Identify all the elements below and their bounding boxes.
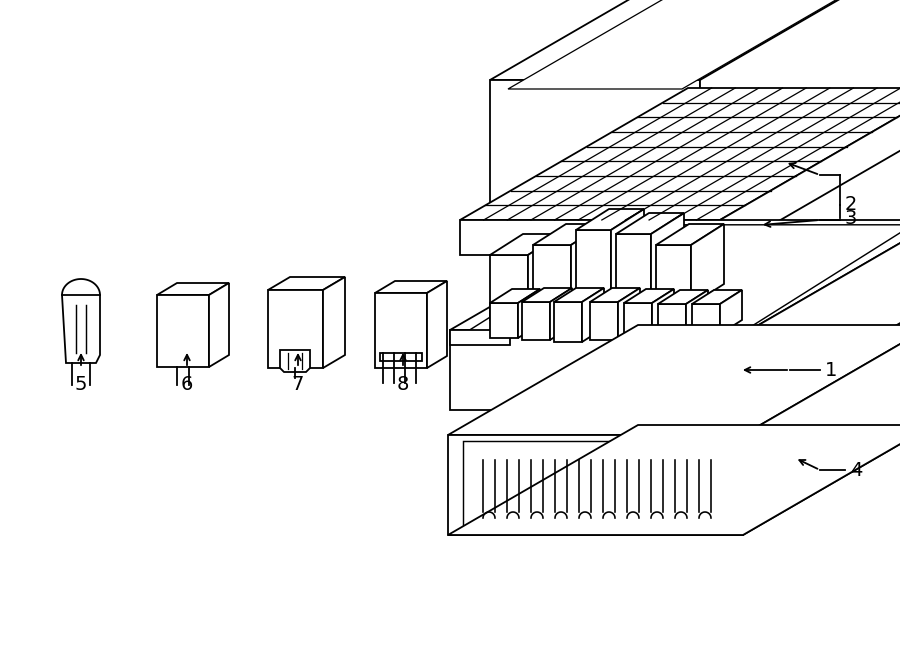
Polygon shape xyxy=(450,330,510,345)
Polygon shape xyxy=(448,325,900,435)
Polygon shape xyxy=(692,290,742,304)
Polygon shape xyxy=(550,288,572,340)
Polygon shape xyxy=(528,234,561,320)
Polygon shape xyxy=(624,303,652,338)
Polygon shape xyxy=(692,304,720,334)
Polygon shape xyxy=(590,288,640,302)
Polygon shape xyxy=(490,80,700,210)
Text: 1: 1 xyxy=(825,360,837,379)
Polygon shape xyxy=(658,290,708,304)
Polygon shape xyxy=(460,220,720,255)
Polygon shape xyxy=(720,88,900,255)
Polygon shape xyxy=(490,0,900,80)
Polygon shape xyxy=(450,220,900,330)
Text: 4: 4 xyxy=(850,461,862,479)
Polygon shape xyxy=(490,303,518,338)
Polygon shape xyxy=(463,441,728,529)
Polygon shape xyxy=(611,209,644,308)
Polygon shape xyxy=(624,289,674,303)
Polygon shape xyxy=(380,353,422,361)
Polygon shape xyxy=(743,325,900,535)
Polygon shape xyxy=(518,289,540,338)
Polygon shape xyxy=(323,277,345,368)
Polygon shape xyxy=(652,289,674,338)
Polygon shape xyxy=(686,290,708,336)
Polygon shape xyxy=(157,283,229,295)
Polygon shape xyxy=(448,435,743,535)
Polygon shape xyxy=(750,220,900,410)
Text: 7: 7 xyxy=(292,375,304,395)
Polygon shape xyxy=(522,302,550,340)
Polygon shape xyxy=(375,293,427,368)
Polygon shape xyxy=(576,230,611,308)
Polygon shape xyxy=(554,288,604,302)
Polygon shape xyxy=(720,290,742,334)
Text: 2: 2 xyxy=(845,196,858,215)
Text: 8: 8 xyxy=(397,375,410,395)
Polygon shape xyxy=(490,289,540,303)
Polygon shape xyxy=(209,283,229,367)
Polygon shape xyxy=(582,288,604,342)
Polygon shape xyxy=(462,225,900,335)
Polygon shape xyxy=(618,288,640,340)
Polygon shape xyxy=(651,213,684,302)
Polygon shape xyxy=(508,0,900,89)
Polygon shape xyxy=(691,224,724,305)
Text: 6: 6 xyxy=(181,375,194,395)
Polygon shape xyxy=(590,302,618,340)
Polygon shape xyxy=(375,281,447,293)
Polygon shape xyxy=(533,245,571,315)
Polygon shape xyxy=(533,224,604,245)
Polygon shape xyxy=(700,0,900,210)
Text: 5: 5 xyxy=(75,375,87,395)
Polygon shape xyxy=(656,224,724,245)
Polygon shape xyxy=(571,224,604,315)
Polygon shape xyxy=(448,425,900,535)
Polygon shape xyxy=(658,304,686,336)
Polygon shape xyxy=(616,234,651,302)
Polygon shape xyxy=(522,288,572,302)
Polygon shape xyxy=(656,245,691,305)
Polygon shape xyxy=(427,281,447,368)
Polygon shape xyxy=(490,255,528,320)
Polygon shape xyxy=(554,302,582,342)
Text: 3: 3 xyxy=(845,208,858,227)
Polygon shape xyxy=(268,277,345,290)
Polygon shape xyxy=(280,350,310,372)
Polygon shape xyxy=(616,213,684,234)
Polygon shape xyxy=(157,295,209,367)
Polygon shape xyxy=(62,295,100,363)
Polygon shape xyxy=(450,330,750,410)
Polygon shape xyxy=(490,234,561,255)
Polygon shape xyxy=(576,209,644,230)
Polygon shape xyxy=(460,88,900,220)
Polygon shape xyxy=(268,290,323,368)
